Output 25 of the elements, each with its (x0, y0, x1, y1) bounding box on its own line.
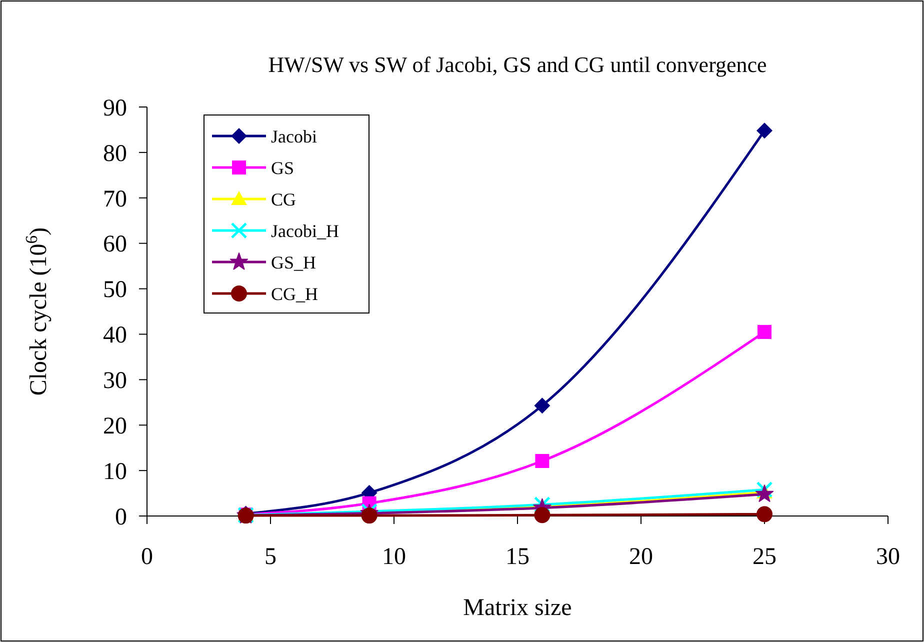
legend-label: Jacobi_H (271, 220, 339, 241)
y-tick-label: 30 (103, 368, 127, 394)
y-tick-label: 40 (103, 322, 127, 349)
x-tick-label: 25 (752, 544, 776, 570)
y-tick-label: 80 (103, 140, 127, 167)
y-tick-label: 50 (103, 277, 127, 304)
y-tick-label: 60 (103, 232, 127, 258)
y-tick-label: 20 (103, 414, 127, 440)
x-tick-label: 30 (876, 544, 900, 570)
legend-label: Jacobi (271, 126, 317, 146)
legend-label: CG_H (271, 284, 318, 304)
y-tick-label: 90 (103, 95, 127, 122)
legend-label: GS (271, 158, 294, 178)
y-tick-label: 10 (103, 458, 127, 485)
x-tick-label: 15 (506, 544, 530, 570)
x-tick-label: 0 (141, 544, 153, 570)
legend-label: GS_H (271, 252, 316, 272)
y-tick-label: 0 (115, 504, 127, 530)
legend-label: CG (271, 189, 296, 210)
x-tick-label: 10 (382, 544, 406, 570)
x-tick-label: 5 (264, 544, 276, 570)
x-axis-title: Matrix size (463, 595, 572, 621)
y-tick-label: 70 (103, 186, 127, 212)
chart-title: HW/SW vs SW of Jacobi, GS and CG until convergence (268, 52, 767, 77)
x-tick-label: 20 (629, 544, 653, 570)
